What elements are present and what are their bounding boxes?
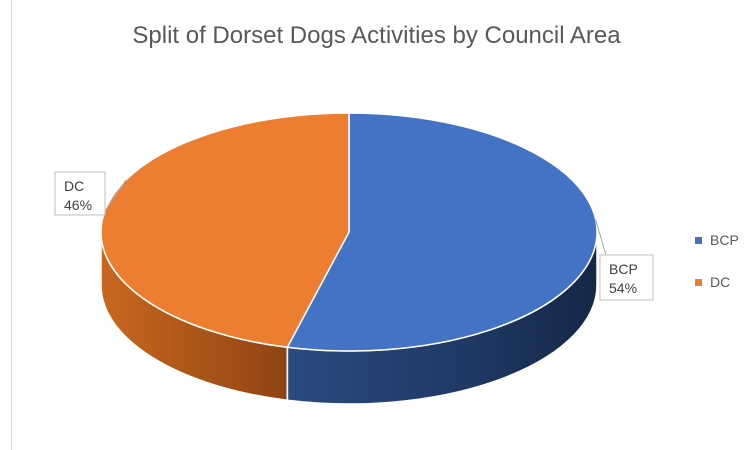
chart-title: Split of Dorset Dogs Activities by Counc… [132, 22, 621, 49]
pie-slice-bcp [286, 112, 598, 352]
data-label-value-dc: 46% [64, 197, 92, 213]
data-label-box-bcp [599, 254, 654, 301]
legend-label-dc: DC [710, 274, 731, 290]
legend-swatch-dc [695, 278, 702, 286]
legend-swatch-bcp [695, 236, 702, 244]
legend-label-bcp: BCP [710, 232, 739, 248]
data-label-bcp: BCP 54% [595, 219, 654, 301]
legend-item-bcp: BCP [695, 232, 739, 248]
data-label-category-bcp: BCP [609, 261, 638, 277]
legend-item-dc: DC [695, 274, 739, 290]
data-label-value-bcp: 54% [609, 280, 637, 296]
leader-line-bcp [595, 219, 607, 256]
pie-slice-dc [100, 112, 350, 349]
leader-line-dc [104, 179, 127, 212]
data-label-box-dc [54, 171, 106, 216]
data-label-category-dc: DC [64, 178, 84, 194]
chart-border [11, 0, 12, 450]
chart-legend: BCP DC [695, 232, 739, 316]
data-label-dc: DC 46% [54, 171, 127, 216]
